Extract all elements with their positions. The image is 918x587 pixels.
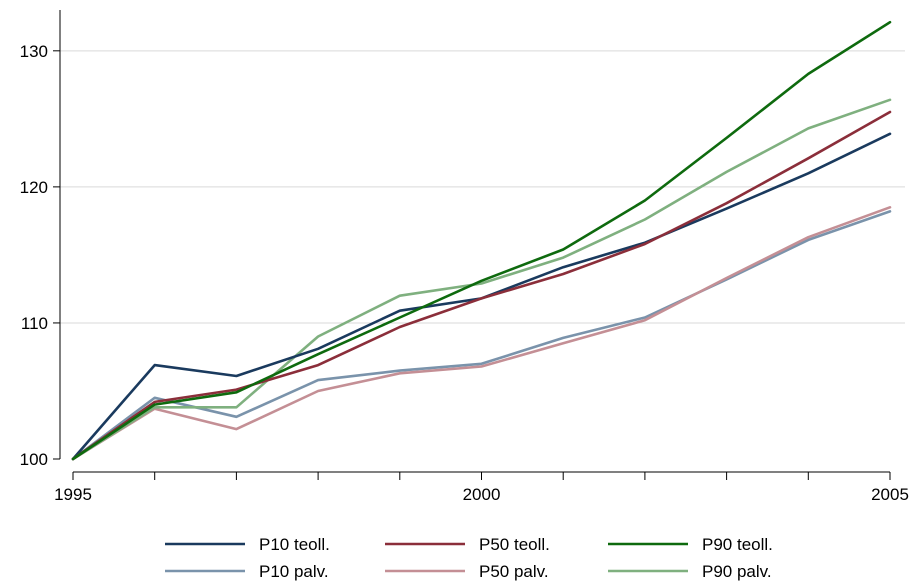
legend-label: P90 palv. <box>702 562 772 581</box>
legend-label: P10 palv. <box>259 562 329 581</box>
series-line-p10-palv <box>71 210 892 461</box>
axis-ticks: 100 110 120 130 1995 2000 2005 <box>20 42 909 504</box>
y-tick-label: 130 <box>20 42 48 61</box>
x-tick-label: 1995 <box>54 485 92 504</box>
series-line-p90-palv <box>71 98 892 461</box>
series-lines <box>71 20 892 461</box>
series-line-p50-teoll <box>71 110 892 461</box>
legend-label: P10 teoll. <box>259 535 330 554</box>
series-line-p50-palv <box>71 206 892 461</box>
legend-label: P50 teoll. <box>479 535 550 554</box>
y-tick-label: 110 <box>21 314 48 333</box>
legend-label: P90 teoll. <box>702 535 773 554</box>
gridlines <box>60 50 905 324</box>
legend: P10 teoll. P50 teoll. P90 teoll. P10 palv. P… <box>165 535 773 581</box>
x-tick-label: 2000 <box>463 485 501 504</box>
axes <box>59 10 890 473</box>
y-tick-label: 100 <box>20 450 48 469</box>
x-tick-label: 2005 <box>871 485 909 504</box>
series-line-p10-teoll <box>71 132 892 461</box>
legend-label: P50 palv. <box>479 562 549 581</box>
y-tick-label: 120 <box>20 178 48 197</box>
series-line-p90-teoll <box>71 20 892 461</box>
